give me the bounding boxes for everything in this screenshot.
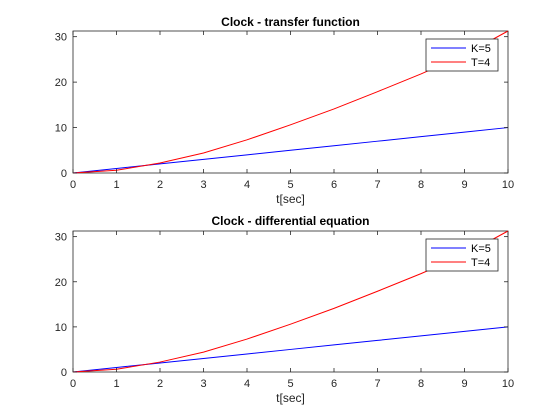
y-tick-label: 30 [55,32,67,44]
legend-label-k-5: K=5 [471,43,491,55]
x-tick-label: 1 [113,179,119,191]
y-tick-label: 0 [61,168,67,180]
y-tick-label: 10 [55,123,67,135]
legend-box [425,238,499,272]
y-tick-label: 0 [61,367,67,379]
legend-label-t-4: T=4 [471,57,490,69]
x-tick-label: 7 [374,179,380,191]
legend: K=5T=4 [425,238,499,272]
x-tick-label: 1 [113,378,119,390]
x-tick-label: 4 [244,378,250,390]
x-tick-label: 5 [287,179,293,191]
x-tick-label: 0 [70,378,76,390]
y-tick-label: 30 [55,232,67,244]
x-tick-label: 6 [331,179,337,191]
x-tick-label: 10 [502,179,514,191]
legend-label-k-5: K=5 [471,243,491,255]
plot-transfer-function: 0 1 2 3 4 5 6 7 8 9 10 0 10 20 30 Clock - transfer func… [55,15,514,206]
x-tick-label: 2 [157,378,163,390]
x-tick-label: 6 [331,378,337,390]
x-axis-label: t[sec] [276,391,305,405]
plot-differential-equation: 0 1 2 3 4 5 6 7 8 9 10 0 10 20 30 Clock - differential … [55,214,514,405]
chart-title: Clock - transfer function [221,15,360,29]
x-tick-label: 9 [461,179,467,191]
y-tick-label: 10 [55,322,67,334]
x-tick-label: 4 [244,179,250,191]
chart-title: Clock - differential equation [211,214,369,228]
x-tick-label: 3 [200,179,206,191]
y-tick-label: 20 [55,277,67,289]
legend-box [425,38,499,72]
x-tick-label: 8 [418,179,424,191]
x-tick-label: 5 [287,378,293,390]
x-tick-label: 7 [374,378,380,390]
x-tick-label: 2 [157,179,163,191]
x-tick-label: 8 [418,378,424,390]
x-tick-label: 3 [200,378,206,390]
x-tick-label: 10 [502,378,514,390]
x-axis-label: t[sec] [276,192,305,206]
legend-label-t-4: T=4 [471,257,490,269]
legend: K=5T=4 [425,38,499,72]
y-tick-label: 20 [55,77,67,89]
x-tick-label: 9 [461,378,467,390]
x-tick-label: 0 [70,179,76,191]
